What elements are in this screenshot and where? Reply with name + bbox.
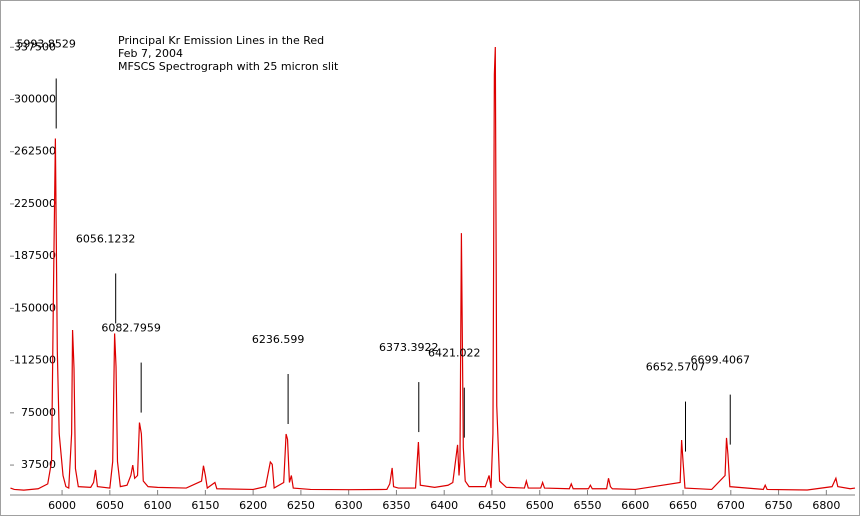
x-tick-label: 6050 (96, 499, 124, 512)
x-tick-label: 6600 (621, 499, 649, 512)
y-tick-label: 150000 (14, 301, 56, 314)
y-tick-label: 37500 (21, 458, 56, 471)
x-tick-label: 6450 (478, 499, 506, 512)
annotation-label: 6236.599 (252, 333, 305, 346)
y-tick-label: 75000 (21, 406, 56, 419)
y-tick-label: 225000 (14, 197, 56, 210)
y-tick-label: 112500 (14, 354, 56, 367)
y-tick-label: 187500 (14, 249, 56, 262)
x-tick-label: 6300 (335, 499, 363, 512)
annotation-label: 6056.1232 (76, 232, 136, 245)
spectrum-line (10, 46, 856, 491)
x-tick-label: 6400 (430, 499, 458, 512)
x-tick-label: 6150 (191, 499, 219, 512)
x-tick-label: 6350 (382, 499, 410, 512)
chart-subtitle: Feb 7, 2004 (118, 47, 183, 60)
x-tick-label: 6750 (765, 499, 793, 512)
x-tick-label: 6800 (812, 499, 840, 512)
x-tick-label: 6550 (574, 499, 602, 512)
x-tick-label: 6200 (239, 499, 267, 512)
x-tick-label: 6700 (717, 499, 745, 512)
y-tick-label: 262500 (14, 145, 56, 158)
x-tick-label: 6500 (526, 499, 554, 512)
annotation-label: 6082.7959 (101, 322, 161, 335)
annotation-label: 6373.3922 (379, 341, 439, 354)
annotation-label: 5993.8529 (16, 37, 76, 50)
annotation-label: 6652.5707 (646, 361, 706, 374)
y-tick-label: 300000 (14, 92, 56, 105)
x-tick-label: 6100 (144, 499, 172, 512)
x-tick-label: 6000 (48, 499, 76, 512)
chart-title: Principal Kr Emission Lines in the Red (118, 34, 324, 47)
annotation-label: 6421.022 (428, 347, 481, 360)
x-tick-label: 6250 (287, 499, 315, 512)
x-tick-label: 6650 (669, 499, 697, 512)
y-tick-label: 337500 (14, 40, 56, 53)
annotation-label: 6699.4067 (690, 354, 750, 367)
chart-caption: MFSCS Spectrograph with 25 micron slit (118, 60, 339, 73)
